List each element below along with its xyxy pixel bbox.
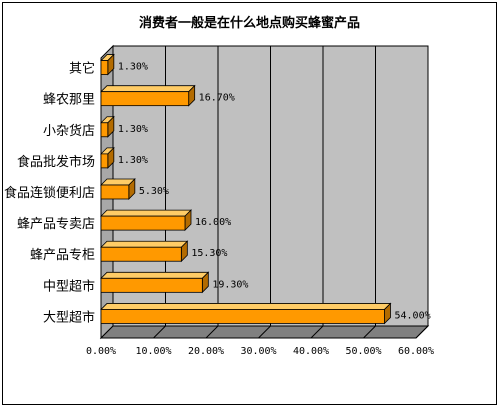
gridline-floor: [363, 325, 376, 339]
data-label: 1.30%: [118, 62, 148, 73]
bar-top: [100, 271, 210, 279]
y-category-label: 食品批发市场: [17, 154, 95, 170]
bar: [100, 215, 186, 231]
data-label: 1.30%: [118, 124, 148, 135]
y-category-label: 蜂产品专柜: [30, 248, 95, 263]
y-category-label: 小杂货店: [43, 123, 95, 139]
bar: [100, 122, 109, 138]
data-label: 19.30%: [212, 279, 248, 290]
x-tick-label: 10.00%: [135, 346, 171, 357]
data-label: 16.00%: [195, 217, 231, 228]
data-label: 1.30%: [118, 155, 148, 166]
gridline-floor: [205, 325, 219, 339]
y-category-label: 中型超市: [43, 278, 95, 294]
x-tick-label: 50.00%: [345, 346, 381, 357]
x-tick-label: 30.00%: [240, 346, 276, 357]
y-category-label: 蜂农那里: [43, 93, 95, 108]
y-category-label: 食品连锁便利店: [4, 185, 95, 201]
y-category-label: 其它: [69, 61, 95, 77]
y-category-label: 大型超市: [43, 309, 95, 325]
data-label: 5.30%: [139, 186, 169, 197]
x-tick-label: 40.00%: [293, 346, 329, 357]
x-tick-label: 60.00%: [398, 346, 434, 357]
bar: [100, 309, 385, 324]
bar: [100, 91, 190, 107]
bar-top: [100, 209, 192, 217]
gridline-floor: [153, 325, 166, 339]
bar-top: [100, 240, 189, 248]
gridline-floor: [310, 325, 324, 339]
bar: [100, 246, 182, 262]
bar: [100, 153, 109, 169]
bar-top: [100, 303, 392, 310]
chart-title: 消费者一般是在什么地点购买蜂蜜产品: [138, 16, 360, 31]
bar: [100, 277, 203, 293]
data-label: 16.70%: [199, 93, 235, 104]
gridline-floor: [258, 325, 271, 339]
data-label: 54.00%: [395, 310, 431, 321]
bar: [100, 60, 109, 75]
bar-top: [100, 85, 196, 93]
data-label: 15.30%: [191, 248, 227, 259]
x-tick-label: 0.00%: [86, 346, 116, 357]
bar: [100, 184, 130, 200]
gridline-floor: [415, 325, 429, 339]
y-category-label: 蜂产品专卖店: [17, 217, 95, 232]
x-tick-label: 20.00%: [188, 346, 224, 357]
